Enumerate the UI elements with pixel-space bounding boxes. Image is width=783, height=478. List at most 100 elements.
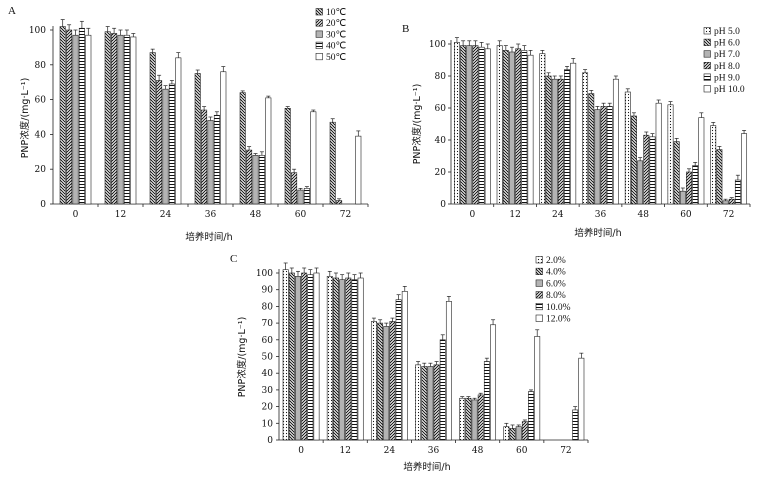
bar (649, 136, 656, 205)
legend-swatch (535, 267, 543, 276)
bar (383, 326, 390, 441)
legend-label: 4.0% (546, 268, 566, 278)
legend-swatch (703, 27, 711, 35)
bar (401, 291, 408, 441)
bar (453, 42, 460, 205)
x-tick-label: 72 (340, 210, 351, 220)
x-axis-label-c: 培养时间/h (403, 461, 450, 473)
bar (483, 361, 490, 441)
bar (72, 34, 79, 205)
bar (502, 50, 509, 205)
legend-swatch (315, 52, 323, 61)
bar (310, 111, 317, 205)
plot-area-b: 0 20 40 60 80 100 0 12 24 36 48 60 72 (429, 37, 751, 220)
bar (572, 409, 579, 441)
plot-area-a: 0 20 40 60 80 100 0 12 24 36 48 60 72 (29, 19, 369, 220)
bar (673, 141, 680, 205)
bar (336, 200, 343, 205)
x-tick-label: 24 (160, 210, 172, 220)
bar (477, 394, 484, 441)
bar (313, 272, 320, 441)
y-tick-label: 40 (35, 130, 47, 140)
bar (478, 46, 485, 205)
y-tick-label: 10 (262, 419, 274, 429)
legend-swatch (535, 302, 543, 311)
bar (307, 274, 314, 441)
bar (351, 279, 358, 441)
bar (515, 426, 522, 441)
bar (722, 200, 729, 205)
y-tick-label: 100 (29, 26, 46, 36)
bar (194, 73, 201, 205)
legend-label: pH 5.0 (714, 27, 740, 37)
bar (710, 125, 717, 205)
bar (631, 115, 637, 205)
legend-label: 40℃ (326, 42, 347, 52)
x-tick-label: 0 (73, 210, 79, 220)
x-tick-label: 60 (295, 210, 307, 220)
bar (545, 75, 552, 205)
legend-swatch (535, 256, 543, 264)
y-tick-label: 50 (262, 353, 274, 363)
bar (716, 149, 723, 205)
bar (445, 301, 452, 441)
y-tick-label: 20 (35, 165, 47, 175)
chart-b: B PNP浓度/(mg·L⁻¹) 培养时间/h 0 20 40 60 80 100 0 12 2… (402, 23, 751, 239)
bar (496, 45, 503, 205)
x-tick-label: 48 (637, 210, 649, 220)
bar (207, 120, 214, 205)
bar (345, 277, 352, 441)
y-axis-label-a: PNP浓度/(mg·L⁻¹) (19, 78, 31, 159)
x-tick-label: 12 (339, 446, 350, 456)
legend-swatch (315, 19, 323, 27)
bar (527, 54, 534, 205)
legend-swatch (703, 61, 711, 70)
chart-a: A PNP浓度/(mg·L⁻¹) 培养时间/h 0 20 40 60 80 100 0 12 2… (8, 5, 369, 243)
bar (156, 80, 163, 205)
bar (606, 106, 613, 205)
x-tick-label: 48 (250, 210, 262, 220)
legend-label: 8.0% (546, 291, 566, 301)
y-axis-label-b: PNP浓度/(mg·L⁻¹) (411, 84, 423, 165)
bar (282, 269, 289, 441)
bar (734, 179, 741, 205)
bar (415, 364, 422, 441)
legend-b: pH 5.0 pH 6.0pH 7.0 pH 8.0pH 9.0 pH 10.0 (703, 27, 745, 95)
bar (465, 397, 472, 441)
legend-swatch (315, 41, 323, 49)
bar (686, 171, 692, 205)
bar (594, 109, 601, 205)
bar (557, 78, 564, 205)
bar (389, 321, 396, 441)
x-tick-label: 12 (509, 210, 520, 220)
x-tick-label: 36 (428, 446, 440, 456)
y-tick-label: 0 (40, 200, 46, 210)
x-axis-label-a: 培养时间/h (185, 231, 232, 243)
bar (220, 71, 227, 205)
bar (655, 102, 662, 205)
legend-swatch (703, 85, 711, 93)
bar (303, 188, 310, 205)
legend-label: 10.0% (546, 303, 571, 313)
legend-label: 50℃ (326, 53, 347, 63)
legend-label: pH 7.0 (714, 50, 740, 60)
bar (297, 189, 304, 205)
x-tick-label: 72 (560, 446, 571, 456)
x-tick-label: 0 (469, 210, 475, 220)
bar (357, 277, 364, 441)
bar (471, 399, 478, 441)
bar (239, 92, 246, 205)
x-tick-label: 48 (472, 446, 484, 456)
bar (201, 109, 208, 205)
bar (213, 114, 220, 205)
legend-label: 30℃ (326, 30, 347, 40)
bar (149, 52, 156, 205)
panel-label-a: A (8, 5, 16, 17)
legend-c: 2.0% 4.0%6.0% 8.0% 10.0% 12.0% (535, 256, 571, 325)
bar (509, 51, 515, 205)
bar (490, 324, 497, 441)
bar (472, 45, 479, 205)
x-tick-label: 0 (298, 446, 304, 456)
bar (66, 29, 73, 205)
bar (291, 172, 298, 205)
